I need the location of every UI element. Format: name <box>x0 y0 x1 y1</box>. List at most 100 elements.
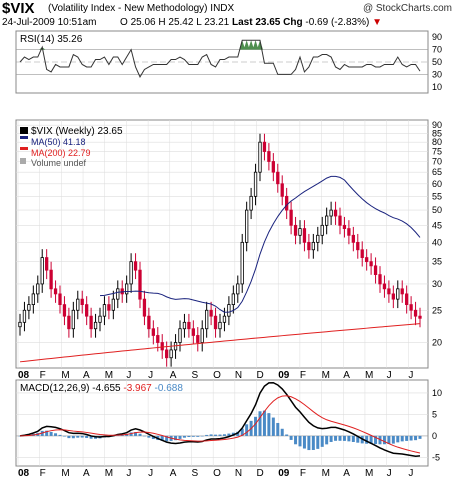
legend-volume-swatch <box>20 158 26 164</box>
candle-body <box>311 241 315 251</box>
last-value: 23.65 <box>255 17 281 28</box>
candle-body <box>365 257 369 263</box>
macd-hist-bar <box>329 435 333 442</box>
macd-hist-bar <box>214 434 218 436</box>
candle-body <box>391 293 395 300</box>
candle-body <box>418 315 422 319</box>
candle-body <box>107 304 111 311</box>
macd-hist-bar <box>125 434 129 436</box>
macd-tick-label: 0 <box>432 431 437 441</box>
legend-ma200: MA(200) 22.79 <box>31 148 91 158</box>
macd-hist-bar <box>351 435 355 442</box>
candle-body <box>111 298 115 311</box>
price-tick-label: 35 <box>432 257 442 267</box>
brand-credit[interactable]: @ StockCharts.com <box>362 3 452 14</box>
x-axis-label: F <box>300 468 306 479</box>
macd-hist-bar <box>45 430 49 436</box>
candle-body <box>80 298 84 306</box>
ma200-line <box>19 323 421 363</box>
macd-hist-bar <box>400 435 404 442</box>
candle-body <box>373 265 378 276</box>
candle-body <box>378 274 382 285</box>
macd-hist-bar <box>182 435 186 438</box>
candle-body <box>36 283 40 295</box>
legend-ma50-swatch <box>20 136 28 139</box>
candle-body <box>49 269 53 290</box>
legend-ma50: MA(50) 41.18 <box>31 137 86 147</box>
candle-body <box>218 321 222 330</box>
price-tick-label: 60 <box>432 179 442 189</box>
price-tick-label: 85 <box>432 128 442 138</box>
x-axis-label: J <box>387 468 392 479</box>
candle-body <box>18 321 22 328</box>
price-legend: $VIX (Weekly) 23.65 MA(50) 41.18 MA(200)… <box>20 126 123 168</box>
macd-hist-bar <box>58 434 62 436</box>
macd-tick-label: 5 <box>432 409 437 419</box>
price-tick-label: 30 <box>432 279 442 289</box>
rsi-tick-label: 90 <box>432 32 442 42</box>
macd-hist-bar <box>267 413 271 436</box>
candle-body <box>222 315 227 323</box>
candle-body <box>285 195 289 211</box>
high-value: 25.42 <box>168 17 194 28</box>
candle-body <box>89 315 93 330</box>
candle-body <box>191 328 195 336</box>
macd-hist-bar <box>85 435 89 438</box>
macd-hist-bar <box>302 435 306 449</box>
macd-hist-bar <box>254 416 258 436</box>
macd-hist-bar <box>369 435 373 444</box>
price-tick-label: 70 <box>432 156 442 166</box>
candle-body <box>387 288 391 295</box>
candle-body <box>413 309 418 317</box>
macd-hist-bar <box>320 435 324 447</box>
candle-body <box>245 209 249 243</box>
macd-hist-bar <box>347 435 351 442</box>
price-tick-label: 45 <box>432 220 442 230</box>
macd-hist-bar <box>334 435 338 441</box>
candle-body <box>53 288 58 295</box>
candle-body <box>253 171 258 197</box>
x-axis-label: F <box>40 370 46 381</box>
macd-hist-bar <box>222 434 226 436</box>
x-axis-label: M <box>61 370 69 381</box>
candle-body <box>58 293 62 306</box>
candle-body <box>213 315 218 330</box>
macd-hist-bar <box>307 435 311 451</box>
price-tick-label: 75 <box>432 147 442 157</box>
x-axis-label: O <box>213 468 221 479</box>
candle-body <box>262 141 267 152</box>
signal-value: -3.967 <box>123 383 152 394</box>
macd-hist-bar <box>409 435 413 441</box>
macd-hist-bar <box>209 434 213 436</box>
macd-hist-bar <box>89 435 93 439</box>
candle-body <box>98 315 102 323</box>
rsi-line <box>19 39 421 78</box>
price-tick-label: 90 <box>432 120 442 130</box>
macd-hist-bar <box>151 435 155 440</box>
candle-body <box>280 183 284 197</box>
macd-hist-bar <box>378 435 382 445</box>
candle-body <box>165 349 169 359</box>
macd-value: -4.655 <box>92 383 121 394</box>
candle-body <box>40 257 44 285</box>
price-tick-label: 40 <box>432 237 442 247</box>
x-axis-label: F <box>300 370 306 381</box>
candle-body <box>169 349 173 359</box>
rsi-tick-label: 70 <box>432 45 442 55</box>
x-axis-label: A <box>83 370 90 381</box>
candle-body <box>356 241 360 251</box>
x-axis-label: F <box>40 468 46 479</box>
hist-value: -0.688 <box>155 383 184 394</box>
macd-hist-bar <box>414 435 418 441</box>
high-label: H <box>158 17 166 28</box>
x-axis-label: 08 <box>18 370 30 381</box>
macd-hist-bar <box>142 435 146 437</box>
x-axis-label: J <box>126 370 131 381</box>
macd-hist-bar <box>49 431 53 436</box>
legend-ma200-swatch <box>20 147 28 150</box>
candle-body <box>329 209 333 217</box>
quote-line: O 25.06 H 25.42 L 23.21 Last 23.65 Chg -… <box>120 17 382 28</box>
